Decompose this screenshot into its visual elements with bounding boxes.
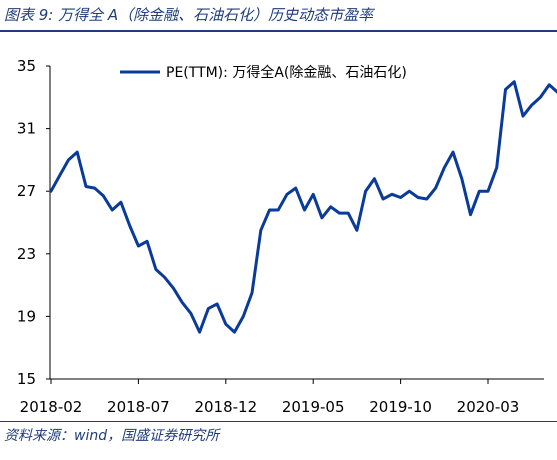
y-tick-label: 35 [17, 57, 36, 75]
y-tick-label: 19 [17, 307, 36, 325]
title-rule [0, 30, 557, 32]
source-rule [0, 421, 557, 422]
x-tick-label: 2019-05 [282, 398, 345, 416]
y-tick-label: 23 [17, 245, 36, 263]
x-tick-label: 2018-02 [20, 398, 83, 416]
x-tick-label: 2018-12 [194, 398, 257, 416]
series-line [49, 80, 557, 334]
x-tick-label: 2018-07 [107, 398, 170, 416]
x-tick-label: 2020-03 [457, 398, 520, 416]
legend-label: PE(TTM): 万得全A(除金融、石油石化) [166, 64, 407, 81]
y-tick-label: 15 [17, 370, 36, 388]
y-tick-label: 27 [17, 182, 36, 200]
figure-title: 图表 9: 万得全 A（除金融、石油石化）历史动态市盈率 [4, 6, 374, 24]
source-note: 资料来源：wind，国盛证券研究所 [4, 428, 220, 444]
chart-legend: PE(TTM): 万得全A(除金融、石油石化) [120, 64, 407, 81]
plot-area [49, 80, 557, 334]
chart-axes: 15 19 23 27 31 35 2018-02 2018-07 2018-12 2019-05… [17, 57, 544, 416]
x-tick-label: 2019-10 [369, 398, 432, 416]
y-tick-label: 31 [17, 120, 36, 138]
